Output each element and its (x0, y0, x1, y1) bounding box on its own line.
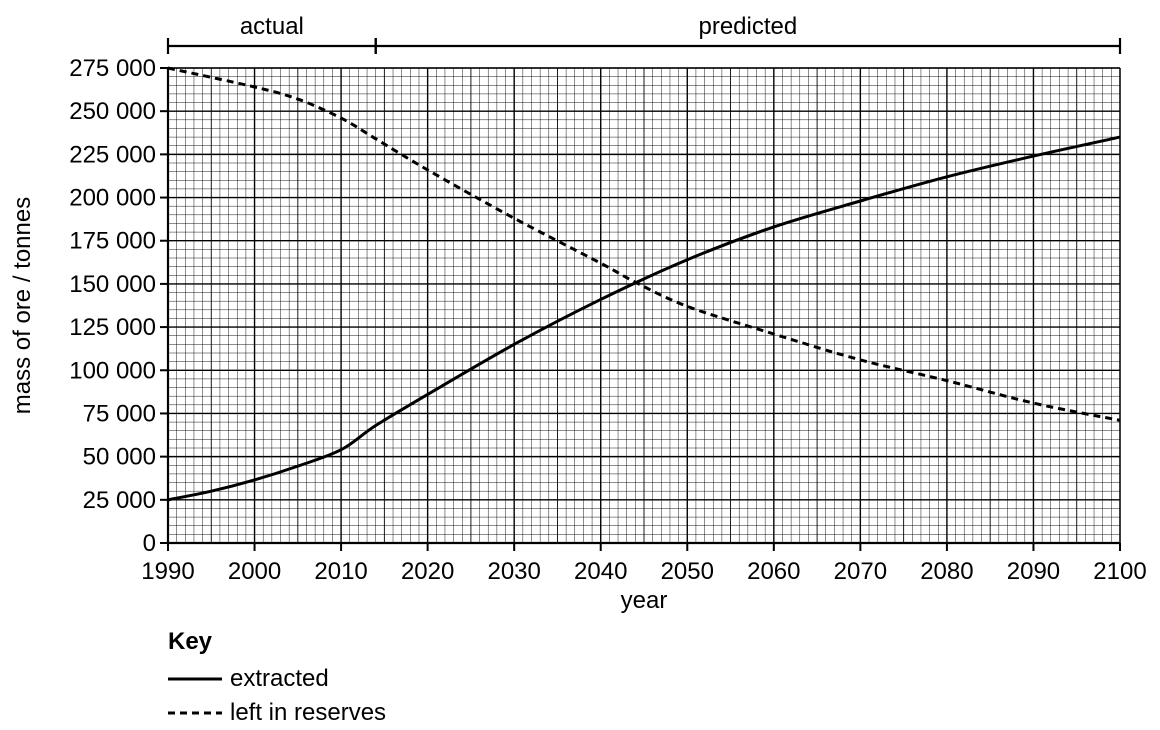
y-tick-label: 75 000 (83, 400, 156, 427)
chart-labels: 1990 2000 2010 2020 2030 2040 2050 2060 2070 2080… (9, 55, 1147, 614)
x-tick-label: 2050 (661, 558, 714, 585)
period-label-predicted: predicted (698, 13, 797, 40)
series-line-extracted (167, 135, 1121, 502)
chart-key: Key extracted left in reserves (168, 628, 386, 730)
y-tick-label: 125 000 (69, 314, 156, 341)
key-label-left-in-reserves: left in reserves (230, 699, 387, 726)
x-tick-label: 2100 (1093, 558, 1146, 585)
y-tick-label: 100 000 (69, 357, 156, 384)
y-tick-label: 175 000 (69, 228, 156, 255)
key-label-extracted: extracted (230, 665, 329, 692)
x-tick-label: 1990 (141, 558, 194, 585)
y-axis-title: mass of ore / tonnes (9, 197, 36, 414)
x-tick-label: 2090 (1007, 558, 1060, 585)
x-tick-label: 2060 (747, 558, 800, 585)
y-tick-label: 0 (143, 530, 156, 557)
key-entry-left-in-reserves: left in reserves (168, 696, 386, 730)
period-label-actual: actual (240, 13, 304, 40)
y-tick-label: 225 000 (69, 141, 156, 168)
dashed-line-swatch (168, 711, 222, 715)
key-title: Key (168, 628, 213, 655)
y-tick-label: 200 000 (69, 185, 156, 212)
y-tick-label: 275 000 (69, 55, 156, 82)
x-tick-label: 2080 (920, 558, 973, 585)
chart-axes (160, 67, 1121, 551)
x-tick-label: 2030 (487, 558, 540, 585)
y-tick-label: 25 000 (83, 487, 156, 514)
x-tick-label: 2070 (834, 558, 887, 585)
series-line-left-in-reserves (167, 66, 1121, 422)
chart-grid (167, 67, 1121, 544)
y-tick-label: 250 000 (69, 98, 156, 125)
x-tick-label: 2020 (401, 558, 454, 585)
y-tick-label: 150 000 (69, 271, 156, 298)
x-tick-label: 2010 (314, 558, 367, 585)
chart-series (167, 66, 1121, 502)
x-tick-label: 2040 (574, 558, 627, 585)
x-tick-label: 2000 (228, 558, 281, 585)
period-brackets: actual predicted (166, 13, 1122, 54)
y-tick-label: 50 000 (83, 444, 156, 471)
key-entry-extracted: extracted (168, 662, 386, 696)
x-axis-title: year (621, 587, 668, 614)
solid-line-swatch (168, 677, 222, 681)
line-chart: actual predicted 1990 2000 2010 2020 2030 2040… (9, 13, 1147, 614)
